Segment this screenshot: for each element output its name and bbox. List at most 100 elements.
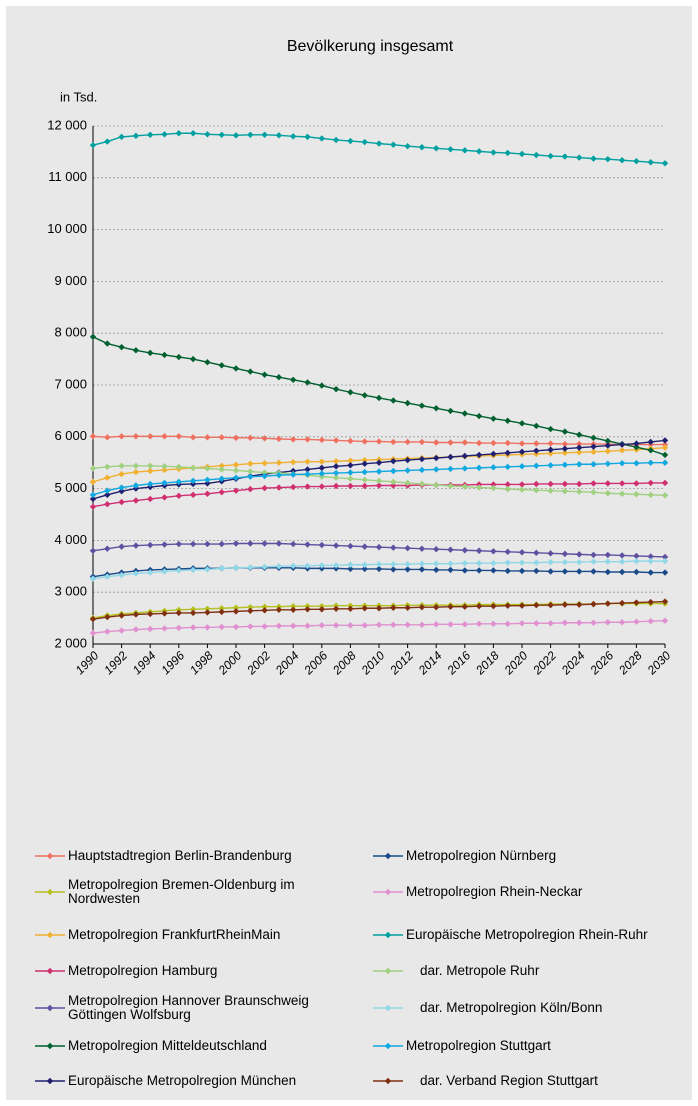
marker [261,131,268,139]
legend-marker [46,931,54,939]
marker [118,627,125,634]
marker [533,422,540,430]
marker [204,609,211,616]
marker [347,565,354,573]
marker [375,543,383,551]
chart-title: Bevölkerung insgesamt [287,38,454,55]
marker [290,602,297,610]
marker [504,559,511,566]
marker [290,562,297,569]
marker [247,460,254,467]
marker [447,546,454,553]
marker [204,359,211,366]
marker [89,333,97,341]
marker [576,488,583,495]
y-tick-label: 10 000 [47,221,87,236]
marker [433,560,440,567]
marker [118,571,125,579]
marker [147,495,154,503]
marker [390,544,397,551]
marker [104,487,111,494]
marker [175,492,182,500]
marker [361,605,368,612]
marker [604,490,611,497]
legend-marker [46,1077,54,1085]
marker [418,545,426,552]
marker [247,604,254,611]
marker [247,434,254,442]
marker [533,549,540,557]
marker [447,439,454,446]
marker [275,435,283,443]
marker [161,463,168,470]
marker [561,461,569,468]
marker [161,610,168,617]
legend-marker [46,852,54,860]
marker [504,548,511,555]
y-tick-label: 2 000 [54,635,87,650]
marker [618,156,626,164]
marker [447,621,454,628]
marker [390,561,397,568]
marker [232,487,240,494]
legend-label: dar. Verband Region Stuttgart [420,1073,598,1088]
marker [304,622,311,630]
marker [418,466,426,474]
marker [204,490,211,497]
marker [189,609,197,617]
marker [647,491,654,499]
marker [576,440,583,448]
marker [661,160,669,167]
marker [332,605,340,612]
marker [147,569,154,576]
marker [633,618,640,625]
marker [647,569,654,576]
marker [533,151,540,159]
marker [433,566,440,574]
marker [147,131,154,139]
legend-marker [46,1004,54,1012]
marker [604,437,611,445]
marker [604,480,611,487]
marker [204,566,211,573]
marker [633,440,640,447]
marker [147,480,154,488]
marker [518,559,526,566]
legend-marker [384,888,392,896]
marker [161,625,168,632]
marker [204,434,211,441]
marker [518,567,526,575]
marker [576,444,583,451]
marker [461,603,468,610]
marker [261,484,268,492]
marker [490,439,497,447]
marker [661,492,669,499]
marker [290,436,297,443]
marker [475,559,483,567]
marker [604,155,611,163]
marker [332,562,340,569]
marker [261,472,268,480]
marker [475,148,483,155]
legend-marker [384,852,392,860]
marker [518,620,526,627]
marker [447,465,454,473]
marker [147,462,154,470]
marker [247,473,254,480]
marker [490,415,497,422]
marker [604,600,611,607]
marker [475,484,483,491]
marker [576,551,583,558]
marker [375,561,383,568]
marker [375,459,383,466]
marker [576,568,583,575]
marker [533,601,540,609]
marker [447,560,454,567]
marker [647,447,654,454]
marker [647,553,654,560]
marker [175,567,182,574]
legend-label: Metropolregion Bremen-Oldenburg im Nordw… [68,877,295,906]
marker [275,606,283,614]
marker [361,561,368,568]
